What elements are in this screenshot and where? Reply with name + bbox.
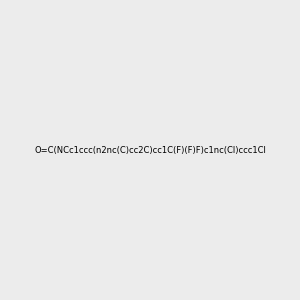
Text: O=C(NCc1ccc(n2nc(C)cc2C)cc1C(F)(F)F)c1nc(Cl)ccc1Cl: O=C(NCc1ccc(n2nc(C)cc2C)cc1C(F)(F)F)c1nc… — [34, 146, 266, 154]
